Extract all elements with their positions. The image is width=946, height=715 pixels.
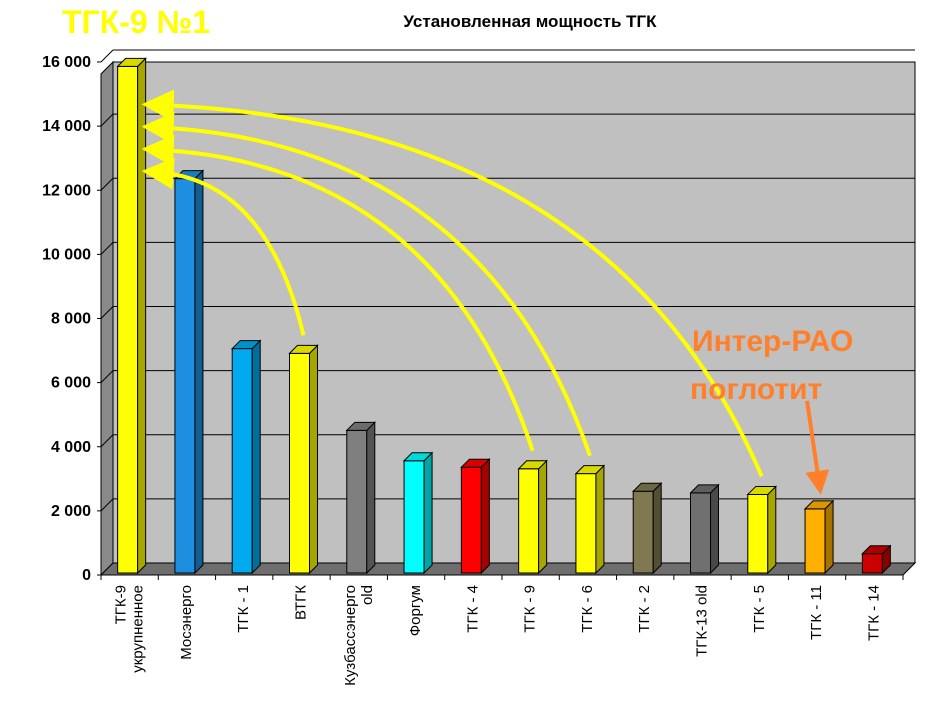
x-tick-label: ВТГК — [293, 585, 310, 620]
y-tick-label: 8 000 — [51, 311, 91, 328]
bar-top — [288, 344, 319, 354]
bar-side — [423, 451, 433, 575]
bar-side — [824, 499, 834, 575]
gridline-side — [100, 370, 114, 383]
x-tick-label-line: ТГК - 14 — [865, 585, 882, 641]
bar-top — [231, 340, 262, 350]
bar — [117, 65, 139, 574]
bar-top — [746, 485, 777, 495]
gridline-side — [100, 242, 114, 255]
bar — [861, 553, 883, 574]
gridline-side — [100, 434, 114, 448]
bar — [403, 460, 425, 574]
bar-side — [366, 421, 376, 575]
bar-side — [194, 169, 204, 575]
bar-side — [595, 464, 605, 575]
bar-top — [689, 484, 720, 494]
x-tick-label-line: укрупненное — [130, 585, 147, 673]
bar — [518, 468, 540, 574]
bar — [804, 508, 826, 574]
bar-top — [861, 545, 892, 555]
bar — [690, 492, 711, 574]
bar-side — [251, 339, 261, 575]
bar — [575, 473, 597, 574]
y-tick-label: 16 000 — [42, 54, 91, 71]
x-tick-label-line: ТГК - 11 — [808, 585, 825, 640]
bar-side — [652, 482, 662, 575]
x-tick-label: ТГК - 5 — [751, 585, 768, 633]
x-tick-label-line: ВТГК — [293, 585, 310, 620]
annotation-line-1: Интер-РАО — [692, 325, 854, 358]
x-tick-label: ТГК - 4 — [464, 585, 481, 633]
x-tick-label-line: old — [359, 585, 376, 605]
bar-top — [460, 458, 491, 468]
x-tick-label-line: ТГК-9 — [113, 585, 130, 624]
bar-top — [517, 460, 548, 470]
chart-title: Установленная мощность ТГК — [403, 12, 657, 31]
merge-arrow — [141, 89, 764, 478]
x-tick-label-line: ТГК - 4 — [464, 585, 481, 633]
chart-badge: ТГК-9 №1 — [62, 4, 211, 40]
y-tick-label: 2 000 — [51, 503, 91, 520]
x-tick-label-line: ТГК - 6 — [579, 585, 596, 633]
plot-side-wall — [100, 60, 114, 577]
bar — [231, 348, 253, 574]
x-tick-label: Мосэнерго — [178, 585, 195, 660]
x-tick-label: ТГК-13 old — [694, 585, 711, 657]
bar-side — [538, 459, 548, 575]
gridline-side — [100, 498, 114, 512]
annotation-line-2: поглотит — [690, 373, 823, 406]
gridline-side — [100, 49, 114, 63]
bar-side — [710, 483, 719, 575]
gridline-side — [100, 306, 114, 319]
orange-arrow — [805, 400, 830, 495]
x-tick-label: ТГК-9 укрупненное — [113, 585, 147, 673]
x-tick-label: ТГК - 9 — [522, 585, 539, 633]
merge-arrow — [141, 112, 592, 457]
y-tick-label: 4 000 — [51, 439, 91, 456]
gridline-side — [100, 177, 114, 191]
bar-top — [574, 465, 606, 475]
x-tick-label-line: Мосэнерго — [178, 585, 195, 660]
y-tick-label: 10 000 — [42, 246, 91, 263]
bar-top — [632, 482, 663, 492]
bar-top — [803, 500, 835, 510]
x-tick-label-line: Форгум — [407, 585, 424, 636]
bar-side — [309, 344, 318, 575]
y-tick-label: 0 — [82, 567, 91, 584]
bar-side — [767, 485, 777, 575]
bar-side — [137, 57, 147, 575]
bar-side — [480, 457, 490, 575]
bar — [632, 490, 654, 574]
bar-top — [116, 57, 147, 67]
x-tick-label: ТГК - 14 — [865, 585, 882, 641]
x-tick-label: ТГК - 1 — [235, 585, 252, 633]
x-tick-label-line: ТГК - 2 — [636, 585, 653, 633]
bar — [346, 429, 368, 574]
merge-arrow — [141, 134, 535, 452]
gridline-side — [100, 113, 114, 127]
x-tick-label-line: ТГК - 9 — [522, 585, 539, 633]
x-tick-label-line: ТГК - 1 — [235, 585, 252, 633]
bar-top — [402, 452, 434, 462]
x-tick-label: Форгум — [407, 585, 424, 636]
plot-floor — [99, 562, 917, 576]
bar-top — [345, 421, 376, 431]
y-tick-label: 6 000 — [51, 375, 91, 392]
bar — [174, 178, 196, 574]
bar — [460, 466, 482, 574]
x-tick-label: ТГК - 11 — [808, 585, 825, 640]
merge-arrow — [141, 157, 306, 336]
x-tick-label-line: ТГК-13 old — [694, 585, 711, 657]
bar — [289, 352, 310, 574]
x-tick-label-line: Кузбассэнерго — [342, 585, 359, 686]
y-tick-label: 14 000 — [42, 118, 91, 135]
x-tick-label: Кузбассэнерго old — [342, 585, 376, 686]
x-tick-label-line: ТГК - 5 — [751, 585, 768, 633]
x-tick-label: ТГК - 6 — [579, 585, 596, 633]
bar — [747, 493, 769, 574]
y-tick-label: 12 000 — [42, 182, 91, 199]
x-tick-label: ТГК - 2 — [636, 585, 653, 633]
